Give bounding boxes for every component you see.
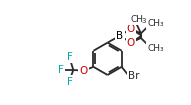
Text: F: F xyxy=(58,65,64,75)
Text: F: F xyxy=(67,77,73,87)
Text: CH: CH xyxy=(130,15,143,24)
Text: F: F xyxy=(67,52,73,62)
Text: 3: 3 xyxy=(141,18,146,24)
Text: O: O xyxy=(79,66,87,76)
Text: O: O xyxy=(127,38,135,48)
Text: O: O xyxy=(127,24,135,34)
Text: CH₃: CH₃ xyxy=(147,43,164,52)
Text: CH₃: CH₃ xyxy=(147,19,164,28)
Text: Br: Br xyxy=(128,71,140,81)
Text: B: B xyxy=(116,31,124,41)
